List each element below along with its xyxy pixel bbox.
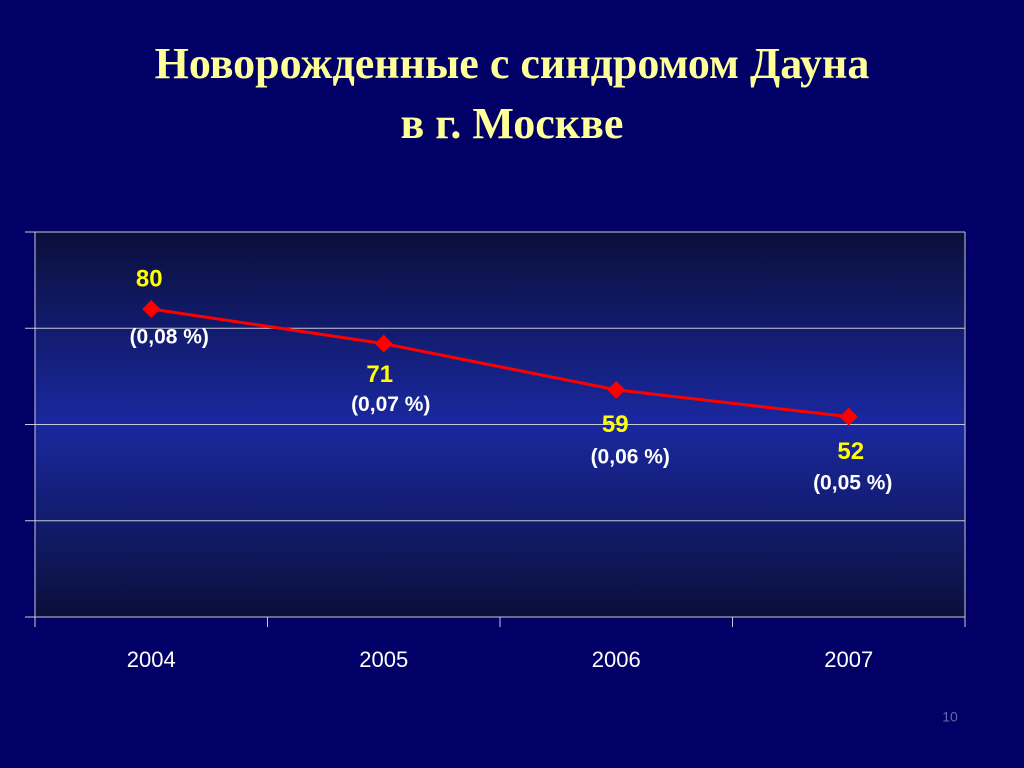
data-label: 59 [602,411,629,438]
x-tick-label: 2004 [127,647,176,672]
chart-subtitle: в г. Москве [401,99,624,148]
data-label: 80 [136,265,163,292]
data-label: 71 [366,361,393,388]
marker [607,380,626,399]
annotation: (0,08 %) [130,326,209,349]
page-number: 10 [942,709,958,725]
annotation: (0,05 %) [813,471,892,494]
marker [374,334,393,353]
annotation: (0,06 %) [591,445,670,468]
marker [142,300,161,318]
annotation: (0,07 %) [351,393,430,416]
series-line [151,307,849,419]
x-tick-label: 2005 [359,647,408,672]
marker [839,407,858,426]
chart-title: Новорожденные с синдромом Дауна [155,39,870,88]
x-tick-label: 2007 [824,647,873,672]
data-label: 52 [837,438,864,465]
x-tick-label: 2006 [592,647,641,672]
